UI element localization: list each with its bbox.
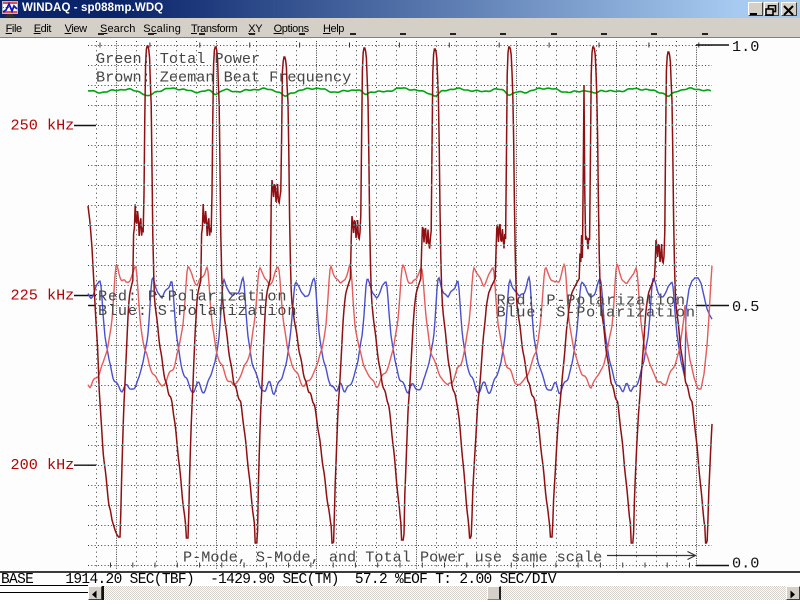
- svg-text:Red: P-Polarization: Red: P-Polarization: [98, 287, 287, 305]
- svg-text:P-Mode, S-Mode, and Total Powe: P-Mode, S-Mode, and Total Power use same…: [183, 549, 602, 567]
- svg-text:200 kHz: 200 kHz: [11, 456, 75, 474]
- svg-text:1.0: 1.0: [732, 39, 759, 56]
- svg-text:Blue: S-Polarization: Blue: S-Polarization: [497, 304, 696, 322]
- svg-text:Blue: S-Polarization: Blue: S-Polarization: [98, 302, 297, 320]
- svg-text:225 kHz: 225 kHz: [11, 286, 75, 304]
- svg-text:Red: P-Polarization: Red: P-Polarization: [497, 292, 686, 310]
- svg-text:0.0: 0.0: [732, 554, 759, 572]
- svg-text:0.5: 0.5: [732, 298, 759, 316]
- svg-text:Green: Total Power: Green: Total Power: [96, 50, 260, 68]
- svg-text:250 kHz: 250 kHz: [11, 116, 75, 134]
- svg-text:Brown: Zeeman Beat Frequency: Brown: Zeeman Beat Frequency: [96, 69, 351, 87]
